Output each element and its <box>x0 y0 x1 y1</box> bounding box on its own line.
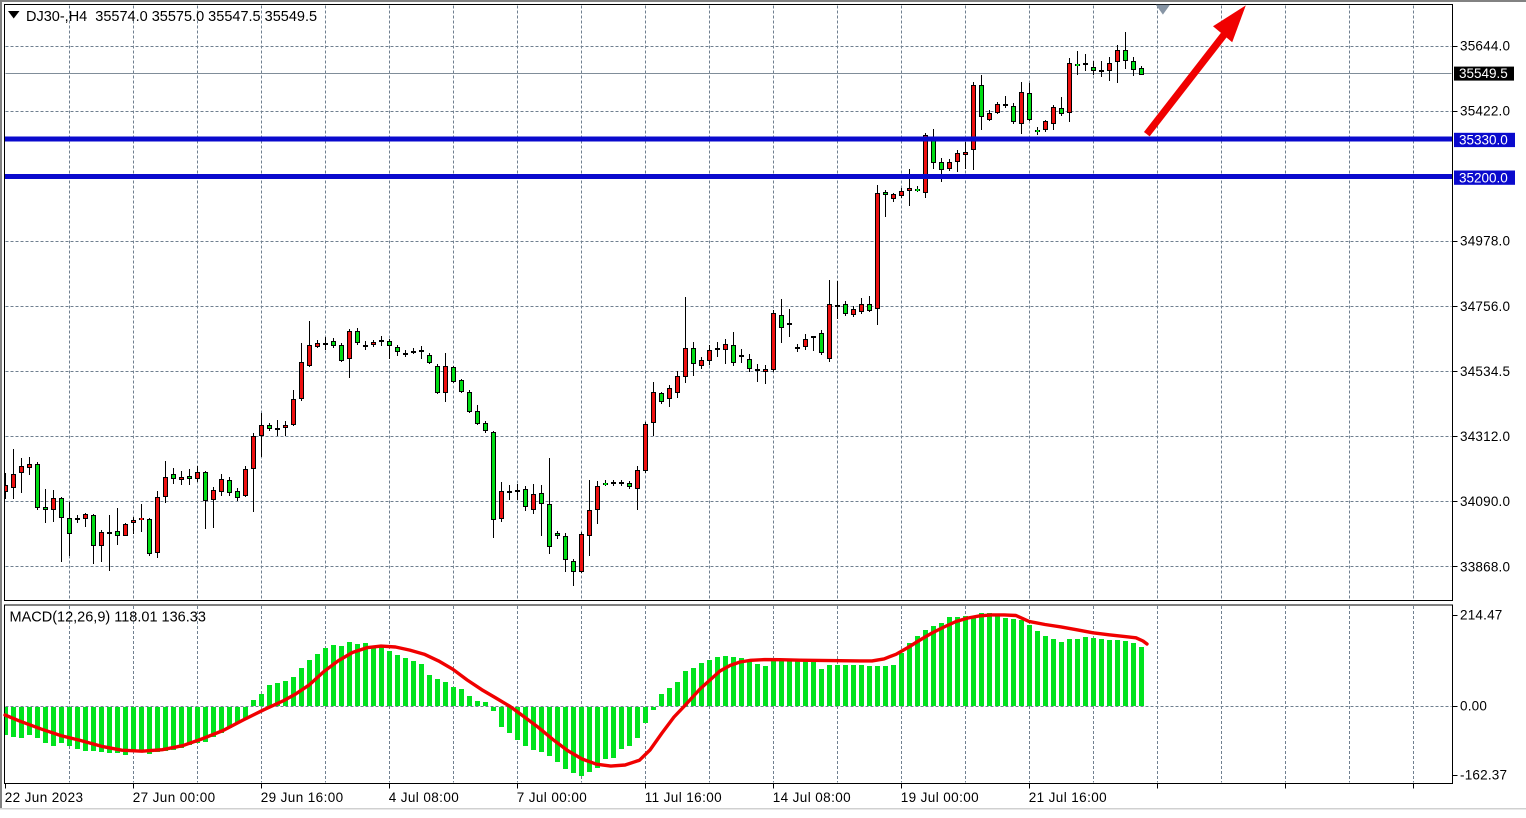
svg-text:14 Jul 08:00: 14 Jul 08:00 <box>773 790 851 805</box>
svg-text:35200.0: 35200.0 <box>1459 170 1508 185</box>
svg-text:35549.5: 35549.5 <box>1459 66 1508 81</box>
svg-text:35644.0: 35644.0 <box>1460 38 1510 53</box>
svg-text:DJ30-,H4 35574.0 35575.0 3554: DJ30-,H4 35574.0 35575.0 35547.5 35549.5 <box>26 9 317 25</box>
svg-text:34978.0: 34978.0 <box>1460 234 1510 249</box>
svg-text:0.00: 0.00 <box>1460 699 1487 714</box>
svg-text:MACD(12,26,9) 118.01 136.33: MACD(12,26,9) 118.01 136.33 <box>10 610 206 626</box>
svg-text:34534.5: 34534.5 <box>1460 364 1510 379</box>
svg-text:19 Jul 00:00: 19 Jul 00:00 <box>901 790 979 805</box>
svg-text:-162.37: -162.37 <box>1460 768 1507 783</box>
svg-text:21 Jul 16:00: 21 Jul 16:00 <box>1029 790 1107 805</box>
svg-text:33868.0: 33868.0 <box>1460 559 1510 574</box>
svg-text:35330.0: 35330.0 <box>1459 133 1508 148</box>
svg-text:11 Jul 16:00: 11 Jul 16:00 <box>645 790 722 805</box>
svg-text:27 Jun 00:00: 27 Jun 00:00 <box>133 790 216 805</box>
svg-text:35422.0: 35422.0 <box>1460 104 1510 119</box>
svg-text:34756.0: 34756.0 <box>1460 299 1510 314</box>
svg-text:22 Jun 2023: 22 Jun 2023 <box>5 790 84 805</box>
svg-text:214.47: 214.47 <box>1460 607 1503 622</box>
svg-text:34312.0: 34312.0 <box>1460 429 1510 444</box>
svg-text:34090.0: 34090.0 <box>1460 494 1510 509</box>
svg-text:4 Jul 08:00: 4 Jul 08:00 <box>389 790 459 805</box>
svg-text:29 Jun 16:00: 29 Jun 16:00 <box>261 790 344 805</box>
svg-text:7 Jul 00:00: 7 Jul 00:00 <box>517 790 587 805</box>
